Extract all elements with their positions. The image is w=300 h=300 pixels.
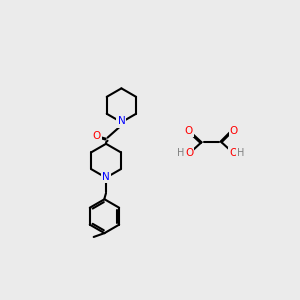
Text: O: O [229, 148, 237, 158]
Text: H: H [237, 148, 244, 158]
Text: O: O [184, 126, 193, 136]
Text: N: N [118, 116, 125, 127]
Text: O: O [93, 131, 101, 141]
Text: O: O [185, 148, 193, 158]
Text: H: H [177, 148, 184, 158]
Text: N: N [102, 172, 110, 182]
Text: O: O [230, 126, 238, 136]
